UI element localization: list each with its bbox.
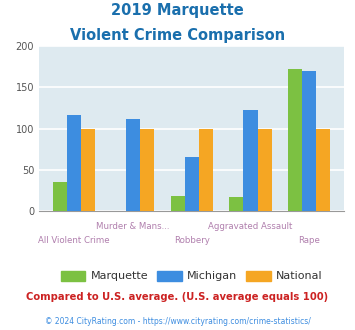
Text: Rape: Rape (298, 236, 320, 245)
Bar (67, 115, 81, 211)
Bar (170, 196, 185, 211)
Bar (199, 129, 213, 211)
Bar (316, 129, 331, 211)
Bar (185, 157, 199, 211)
Bar (53, 182, 67, 211)
Bar (229, 197, 244, 211)
Text: Murder & Mans...: Murder & Mans... (96, 222, 170, 231)
Bar (81, 129, 95, 211)
Bar (288, 69, 302, 211)
Text: Robbery: Robbery (174, 236, 210, 245)
Text: Compared to U.S. average. (U.S. average equals 100): Compared to U.S. average. (U.S. average … (26, 292, 329, 302)
Text: All Violent Crime: All Violent Crime (38, 236, 110, 245)
Bar (244, 110, 258, 211)
Text: 2019 Marquette: 2019 Marquette (111, 3, 244, 18)
Text: © 2024 CityRating.com - https://www.cityrating.com/crime-statistics/: © 2024 CityRating.com - https://www.city… (45, 317, 310, 326)
Bar (140, 129, 154, 211)
Bar (302, 71, 316, 211)
Bar (126, 119, 140, 211)
Legend: Marquette, Michigan, National: Marquette, Michigan, National (56, 266, 327, 286)
Text: Violent Crime Comparison: Violent Crime Comparison (70, 28, 285, 43)
Text: Aggravated Assault: Aggravated Assault (208, 222, 293, 231)
Bar (258, 129, 272, 211)
